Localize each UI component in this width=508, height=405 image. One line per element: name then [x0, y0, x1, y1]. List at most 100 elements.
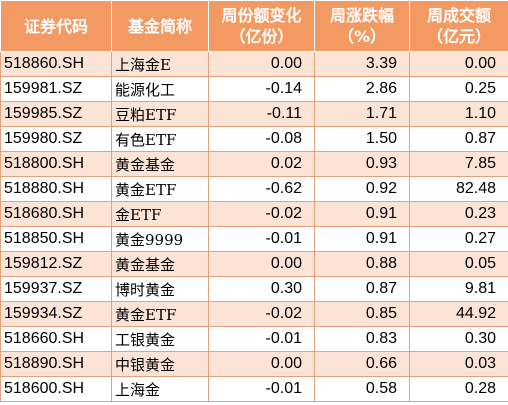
- cell-turnover: 0.87: [409, 126, 508, 152]
- table-row: 159981.SZ 能源化工 -0.14 2.86 0.25: [0, 76, 508, 102]
- header-turnover: 周成交额 （亿元）: [409, 0, 508, 52]
- header-share-change-label: 周份额变化: [221, 6, 302, 25]
- cell-share-change: -0.11: [208, 101, 315, 127]
- cell-weekly-change: 1.50: [314, 126, 410, 152]
- header-weekly-change-label: 周涨跌幅: [329, 6, 394, 25]
- cell-share-change: -0.62: [208, 176, 315, 202]
- cell-turnover: 7.85: [409, 151, 508, 177]
- cell-weekly-change: 3.39: [314, 51, 410, 77]
- cell-weekly-change: 0.83: [314, 326, 410, 352]
- cell-weekly-change: 0.87: [314, 276, 410, 302]
- cell-share-change: 0.00: [208, 51, 315, 77]
- cell-code: 518860.SH: [0, 51, 112, 77]
- cell-fund-name: 博时黄金: [111, 276, 209, 302]
- cell-code: 518660.SH: [0, 326, 112, 352]
- cell-turnover: 9.81: [409, 276, 508, 302]
- cell-weekly-change: 0.66: [314, 351, 410, 377]
- header-turnover-unit: （亿元）: [426, 27, 491, 46]
- cell-turnover: 0.27: [409, 226, 508, 252]
- table-row: 518800.SH 黄金基金 0.02 0.93 7.85: [0, 151, 508, 177]
- cell-code: 518850.SH: [0, 226, 112, 252]
- cell-turnover: 0.05: [409, 251, 508, 277]
- cell-fund-name: 能源化工: [111, 76, 209, 102]
- cell-share-change: 0.02: [208, 151, 315, 177]
- table-row: 518660.SH 工银黄金 -0.01 0.83 0.30: [0, 326, 508, 352]
- cell-turnover: 0.03: [409, 351, 508, 377]
- header-turnover-label: 周成交额: [426, 6, 491, 25]
- table-row: 518680.SH 金ETF -0.02 0.91 0.23: [0, 201, 508, 227]
- cell-fund-name: 豆粕ETF: [111, 101, 209, 127]
- cell-fund-name: 黄金9999: [111, 226, 209, 252]
- header-name-label: 基金简称: [127, 16, 192, 36]
- cell-fund-name: 金ETF: [111, 201, 209, 227]
- table-row: 159812.SZ 黄金基金 0.00 0.88 0.05: [0, 251, 508, 277]
- cell-weekly-change: 0.92: [314, 176, 410, 202]
- cell-code: 518800.SH: [0, 151, 112, 177]
- cell-turnover: 0.23: [409, 201, 508, 227]
- table-row: 518860.SH 上海金E 0.00 3.39 0.00: [0, 51, 508, 77]
- cell-turnover: 0.30: [409, 326, 508, 352]
- header-row: 证券代码 基金简称 周份额变化 （亿份） 周涨跌幅 （%） 周成交额 （亿元）: [0, 0, 508, 52]
- cell-share-change: -0.02: [208, 201, 315, 227]
- cell-share-change: -0.01: [208, 326, 315, 352]
- cell-share-change: 0.30: [208, 276, 315, 302]
- table-row: 159934.SZ 黄金ETF -0.02 0.85 44.92: [0, 301, 508, 327]
- cell-fund-name: 黄金ETF: [111, 301, 209, 327]
- cell-fund-name: 上海金E: [111, 51, 209, 77]
- cell-weekly-change: 0.88: [314, 251, 410, 277]
- cell-share-change: -0.08: [208, 126, 315, 152]
- cell-code: 159981.SZ: [0, 76, 112, 102]
- cell-share-change: -0.14: [208, 76, 315, 102]
- cell-weekly-change: 1.71: [314, 101, 410, 127]
- cell-fund-name: 黄金ETF: [111, 176, 209, 202]
- header-weekly-change: 周涨跌幅 （%）: [314, 0, 410, 52]
- cell-share-change: 0.00: [208, 351, 315, 377]
- cell-code: 518600.SH: [0, 376, 112, 402]
- cell-share-change: -0.01: [208, 376, 315, 402]
- cell-code: 159812.SZ: [0, 251, 112, 277]
- cell-code: 159980.SZ: [0, 126, 112, 152]
- cell-weekly-change: 0.91: [314, 226, 410, 252]
- table-row: 159937.SZ 博时黄金 0.30 0.87 9.81: [0, 276, 508, 302]
- cell-turnover: 82.48: [409, 176, 508, 202]
- cell-code: 159937.SZ: [0, 276, 112, 302]
- cell-weekly-change: 0.93: [314, 151, 410, 177]
- table-row: 518890.SH 中银黄金 0.00 0.66 0.03: [0, 351, 508, 377]
- cell-fund-name: 黄金基金: [111, 251, 209, 277]
- cell-share-change: 0.00: [208, 251, 315, 277]
- header-share-change: 周份额变化 （亿份）: [208, 0, 315, 52]
- cell-weekly-change: 0.91: [314, 201, 410, 227]
- cell-fund-name: 中银黄金: [111, 351, 209, 377]
- table-row: 518880.SH 黄金ETF -0.62 0.92 82.48: [0, 176, 508, 202]
- table-row: 159980.SZ 有色ETF -0.08 1.50 0.87: [0, 126, 508, 152]
- header-weekly-change-unit: （%）: [337, 27, 387, 46]
- table-body: 518860.SH 上海金E 0.00 3.39 0.00 159981.SZ 能源化工 -0…: [0, 51, 508, 402]
- cell-fund-name: 黄金基金: [111, 151, 209, 177]
- cell-weekly-change: 2.86: [314, 76, 410, 102]
- header-name: 基金简称: [111, 0, 209, 52]
- table-row: 159985.SZ 豆粕ETF -0.11 1.71 1.10: [0, 101, 508, 127]
- cell-share-change: -0.02: [208, 301, 315, 327]
- header-code-label: 证券代码: [23, 16, 88, 36]
- cell-fund-name: 有色ETF: [111, 126, 209, 152]
- cell-turnover: 0.25: [409, 76, 508, 102]
- cell-code: 518880.SH: [0, 176, 112, 202]
- cell-fund-name: 上海金: [111, 376, 209, 402]
- cell-fund-name: 工银黄金: [111, 326, 209, 352]
- header-code: 证券代码: [0, 0, 112, 52]
- cell-turnover: 0.00: [409, 51, 508, 77]
- cell-code: 159934.SZ: [0, 301, 112, 327]
- cell-code: 518680.SH: [0, 201, 112, 227]
- cell-code: 518890.SH: [0, 351, 112, 377]
- header-share-change-unit: （亿份）: [229, 27, 294, 46]
- cell-turnover: 44.92: [409, 301, 508, 327]
- cell-code: 159985.SZ: [0, 101, 112, 127]
- cell-share-change: -0.01: [208, 226, 315, 252]
- cell-turnover: 1.10: [409, 101, 508, 127]
- table-header: 证券代码 基金简称 周份额变化 （亿份） 周涨跌幅 （%） 周成交额 （亿元）: [0, 0, 508, 52]
- cell-weekly-change: 0.85: [314, 301, 410, 327]
- table-row: 518850.SH 黄金9999 -0.01 0.91 0.27: [0, 226, 508, 252]
- cell-weekly-change: 0.58: [314, 376, 410, 402]
